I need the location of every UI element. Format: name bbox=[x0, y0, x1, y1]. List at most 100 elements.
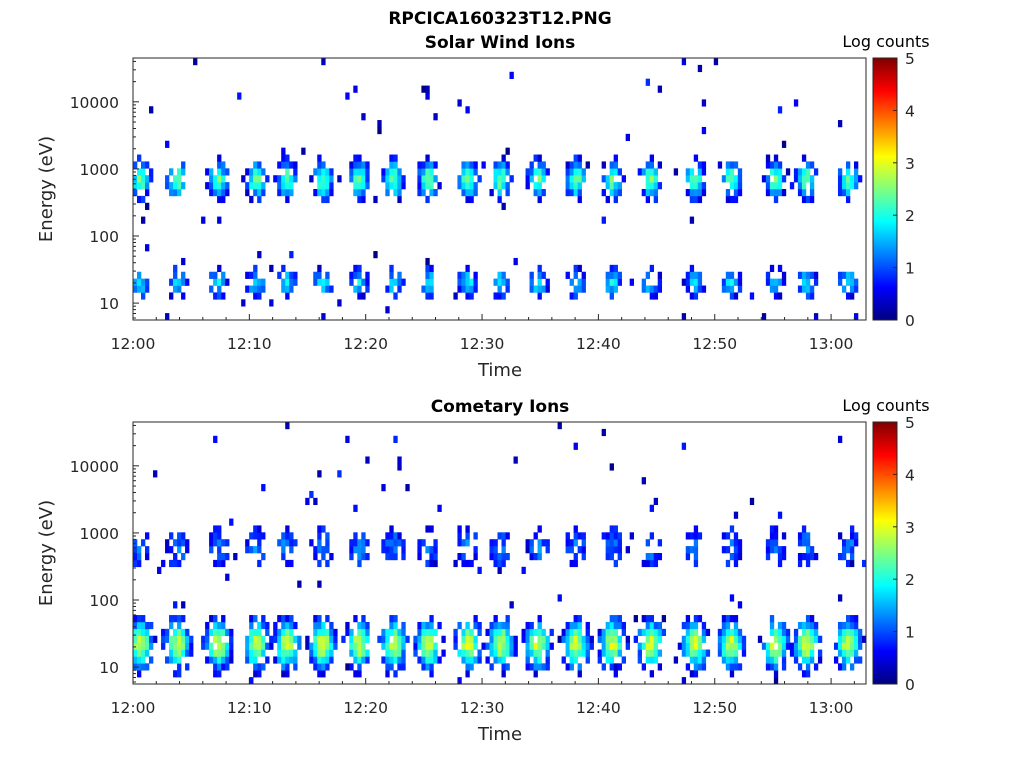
spectrogram-cell bbox=[273, 175, 278, 183]
spectrogram-cell bbox=[429, 175, 434, 183]
spectrogram-cell bbox=[697, 278, 703, 286]
spectrogram-cell bbox=[177, 656, 182, 664]
spectrogram-cell bbox=[421, 663, 426, 671]
spectrogram-cell bbox=[721, 615, 727, 623]
spectrogram-cell bbox=[541, 189, 546, 197]
spectrogram-cell bbox=[853, 635, 859, 643]
spectrogram-cell bbox=[617, 621, 622, 630]
spectrogram-cell bbox=[681, 278, 687, 286]
spectrogram-cell bbox=[257, 539, 262, 547]
spectrogram-cell bbox=[145, 175, 150, 183]
spectrogram-cell bbox=[617, 642, 622, 650]
spectrogram-cell bbox=[801, 182, 807, 190]
spectrogram-cell bbox=[317, 271, 322, 279]
spectrogram-cell bbox=[257, 642, 262, 650]
colorbar-tick-label: 3 bbox=[905, 519, 915, 537]
spectrogram-cell bbox=[797, 642, 803, 650]
spectrogram-cell bbox=[417, 539, 422, 547]
spectrogram-cell bbox=[457, 99, 462, 107]
spectrogram-cell bbox=[765, 656, 771, 664]
spectrogram-cell bbox=[433, 628, 438, 637]
spectrogram-cells bbox=[133, 422, 867, 685]
spectrogram-cell bbox=[689, 271, 695, 279]
spectrogram-cell bbox=[277, 635, 282, 643]
spectrogram-cell bbox=[429, 168, 434, 176]
spectrogram-cell bbox=[245, 539, 250, 547]
spectrogram-cell bbox=[773, 285, 779, 293]
spectrogram-cell bbox=[693, 285, 699, 293]
spectrogram-cell bbox=[461, 175, 466, 183]
spectrogram-cell bbox=[729, 553, 735, 561]
spectrogram-cell bbox=[601, 175, 606, 183]
spectrogram-cell bbox=[365, 182, 370, 190]
spectrogram-cell bbox=[769, 525, 775, 533]
spectrogram-cell bbox=[793, 628, 799, 637]
spectrogram-cell bbox=[721, 656, 727, 664]
spectrogram-cell bbox=[261, 182, 266, 190]
spectrogram-cell bbox=[837, 553, 843, 561]
colorbar-title: Log counts bbox=[842, 32, 929, 51]
spectrogram-cell bbox=[157, 566, 162, 574]
spectrogram-cell bbox=[281, 539, 286, 547]
spectrogram-cell bbox=[597, 628, 602, 637]
spectrogram-cell bbox=[385, 656, 390, 664]
spectrogram-cell bbox=[213, 278, 218, 286]
spectrogram-cell bbox=[637, 656, 642, 664]
spectrogram-cell bbox=[617, 615, 622, 623]
spectrogram-cell bbox=[729, 525, 735, 533]
spectrogram-cell bbox=[557, 635, 562, 643]
colorbar-tick-label: 0 bbox=[905, 312, 915, 330]
spectrogram-cell bbox=[785, 642, 791, 650]
spectrogram-cell bbox=[393, 189, 398, 197]
spectrogram-cell bbox=[217, 621, 222, 630]
spectrogram-cell bbox=[425, 92, 430, 100]
spectrogram-cell bbox=[309, 649, 314, 657]
spectrogram-cell bbox=[733, 621, 739, 630]
spectrogram-cell bbox=[549, 642, 554, 650]
spectrogram-cell bbox=[325, 635, 330, 643]
spectrogram-cell bbox=[465, 292, 470, 300]
spectrogram-cell bbox=[293, 635, 298, 643]
spectrogram-cell bbox=[497, 628, 502, 637]
spectrogram-cell bbox=[657, 628, 663, 637]
spectrogram-cell bbox=[853, 175, 859, 183]
spectrogram-cell bbox=[357, 195, 362, 204]
spectrogram-cell bbox=[217, 649, 222, 657]
spectrogram-cell bbox=[713, 58, 719, 66]
spectrogram-cell bbox=[697, 161, 703, 169]
spectrogram-cell bbox=[497, 642, 502, 650]
spectrogram-cell bbox=[145, 635, 150, 643]
spectrogram-cell bbox=[693, 532, 699, 540]
spectrogram-cell bbox=[313, 168, 318, 176]
spectrogram-cell bbox=[469, 195, 474, 204]
x-tick-label: 13:00 bbox=[809, 699, 854, 717]
spectrogram-cell bbox=[717, 642, 723, 650]
spectrogram-cell bbox=[257, 168, 262, 176]
spectrogram-cell bbox=[137, 621, 142, 630]
spectrogram-cell bbox=[845, 615, 851, 623]
spectrogram-cell bbox=[757, 635, 763, 643]
spectrogram-cell bbox=[425, 621, 430, 630]
spectrogram-cell bbox=[385, 670, 390, 678]
spectrogram-cell bbox=[697, 168, 703, 176]
spectrogram-cell bbox=[457, 621, 462, 630]
spectrogram-cell bbox=[569, 292, 574, 300]
spectrogram-cell bbox=[725, 628, 731, 637]
spectrogram-cell bbox=[241, 175, 246, 183]
spectrogram-cell bbox=[541, 175, 546, 183]
spectrogram-cell bbox=[461, 656, 466, 664]
spectrogram-cell bbox=[385, 285, 390, 293]
spectrogram-cell bbox=[137, 635, 142, 643]
spectrogram-cell bbox=[353, 504, 358, 512]
spectrogram-cell bbox=[805, 278, 811, 286]
spectrogram-cell bbox=[329, 285, 334, 293]
spectrogram-cell bbox=[569, 635, 574, 643]
spectrogram-cell bbox=[505, 189, 510, 197]
spectrogram-cell bbox=[217, 292, 222, 300]
spectrogram-cell bbox=[453, 559, 458, 568]
spectrogram-cell bbox=[685, 635, 691, 643]
spectrogram-cell bbox=[365, 621, 370, 630]
spectrogram-cell bbox=[361, 189, 366, 197]
spectrogram-cell bbox=[769, 649, 775, 657]
spectrogram-cell bbox=[137, 615, 142, 623]
